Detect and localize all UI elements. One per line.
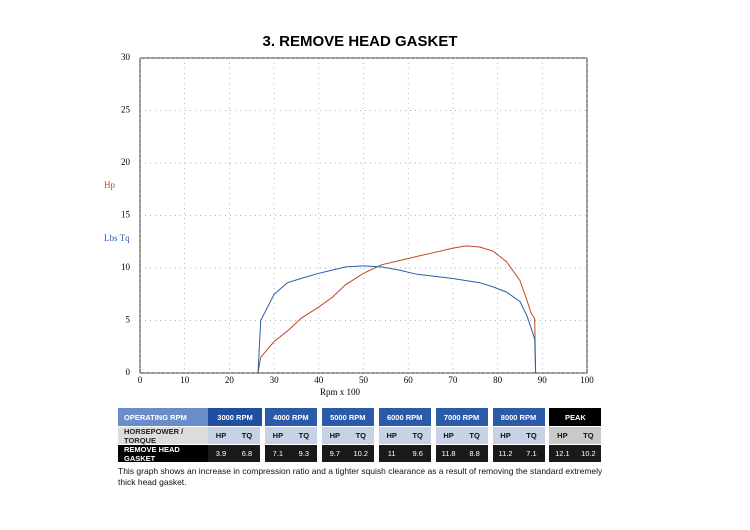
x-tick-label: 20 [225,375,235,385]
table-cell: 5000 RPM [321,408,374,426]
x-axis-title: Rpm x 100 [320,387,361,397]
y-tick-label: 15 [121,210,131,220]
series-label: Lbs Tq [104,233,130,243]
series-label: Hp [104,180,115,190]
table-cell: 9.6 [404,445,431,462]
table-cell: PEAK [549,408,602,426]
table-cell: 10.2 [347,445,374,462]
table-cell: 3.9 [208,445,234,462]
table-cell: HP [264,427,291,444]
y-tick-label: 10 [121,262,131,272]
y-tick-label: 0 [126,367,131,377]
series-line [257,265,537,374]
table-cell: 7.1 [518,445,545,462]
y-tick-label: 30 [121,52,131,62]
table-cell: TQ [234,427,260,444]
table-cell: 7000 RPM [435,408,488,426]
table-cell: HORSEPOWER / TORQUE [118,427,208,445]
caption: This graph shows an increase in compress… [118,466,603,487]
y-tick-label: 25 [121,105,131,115]
x-tick-label: 60 [404,375,414,385]
table-cell: OPERATING RPM [118,408,208,426]
plot-area [139,57,588,374]
table-cell: REMOVE HEAD GASKET [118,445,208,463]
table-cell: TQ [347,427,374,444]
table-cell: 4000 RPM [264,408,317,426]
table-cell: 3000 RPM [208,408,262,426]
x-tick-label: 10 [180,375,190,385]
x-tick-label: 90 [538,375,548,385]
table-cell: 6000 RPM [378,408,431,426]
chart-title: 3. REMOVE HEAD GASKET [262,33,457,50]
table-cell: 11 [378,445,405,462]
x-tick-label: 70 [448,375,458,385]
x-tick-label: 100 [580,375,594,385]
table-cell: HP [208,427,234,444]
table-cell: TQ [404,427,431,444]
table-cell: 12.1 [549,445,576,462]
table-cell: 6.8 [234,445,260,462]
y-tick-label: 20 [121,157,131,167]
series-line [257,245,537,374]
table-cell: HP [321,427,348,444]
table-cell: 11.8 [435,445,462,462]
table-cell: 11.2 [492,445,519,462]
table-cell: 8000 RPM [492,408,545,426]
x-tick-label: 40 [314,375,324,385]
table-cell: TQ [461,427,488,444]
x-tick-label: 30 [270,375,280,385]
table-cell: 7.1 [264,445,291,462]
y-tick-label: 5 [126,315,131,325]
table-cell: 10.2 [575,445,602,462]
table-cell: 8.8 [461,445,488,462]
table-cell: HP [435,427,462,444]
x-tick-label: 50 [359,375,369,385]
x-tick-label: 80 [493,375,503,385]
table-cell: TQ [290,427,317,444]
table-cell: TQ [518,427,545,444]
table-cell: TQ [575,427,602,444]
table-cell: HP [378,427,405,444]
table-cell: 9.3 [290,445,317,462]
table-cell: HP [492,427,519,444]
table-cell: HP [549,427,576,444]
table-cell: 9.7 [321,445,348,462]
x-tick-label: 0 [138,375,143,385]
